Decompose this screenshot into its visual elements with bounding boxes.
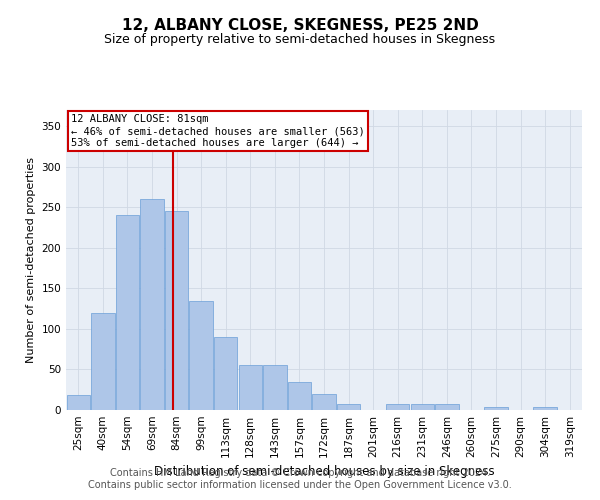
- Bar: [140, 199, 164, 410]
- Bar: [190, 300, 213, 410]
- X-axis label: Distribution of semi-detached houses by size in Skegness: Distribution of semi-detached houses by …: [154, 466, 494, 478]
- Bar: [214, 337, 238, 410]
- Bar: [337, 404, 360, 410]
- Text: Size of property relative to semi-detached houses in Skegness: Size of property relative to semi-detach…: [104, 32, 496, 46]
- Text: Contains public sector information licensed under the Open Government Licence v3: Contains public sector information licen…: [88, 480, 512, 490]
- Text: 12 ALBANY CLOSE: 81sqm
← 46% of semi-detached houses are smaller (563)
53% of se: 12 ALBANY CLOSE: 81sqm ← 46% of semi-det…: [71, 114, 365, 148]
- Bar: [410, 404, 434, 410]
- Text: 12, ALBANY CLOSE, SKEGNESS, PE25 2ND: 12, ALBANY CLOSE, SKEGNESS, PE25 2ND: [122, 18, 478, 32]
- Bar: [288, 382, 311, 410]
- Bar: [435, 404, 458, 410]
- Text: Contains HM Land Registry data © Crown copyright and database right 2024.: Contains HM Land Registry data © Crown c…: [110, 468, 490, 477]
- Bar: [263, 366, 287, 410]
- Y-axis label: Number of semi-detached properties: Number of semi-detached properties: [26, 157, 36, 363]
- Bar: [484, 407, 508, 410]
- Bar: [386, 404, 409, 410]
- Bar: [239, 366, 262, 410]
- Bar: [165, 212, 188, 410]
- Bar: [533, 407, 557, 410]
- Bar: [116, 216, 139, 410]
- Bar: [91, 312, 115, 410]
- Bar: [67, 396, 90, 410]
- Bar: [313, 394, 335, 410]
